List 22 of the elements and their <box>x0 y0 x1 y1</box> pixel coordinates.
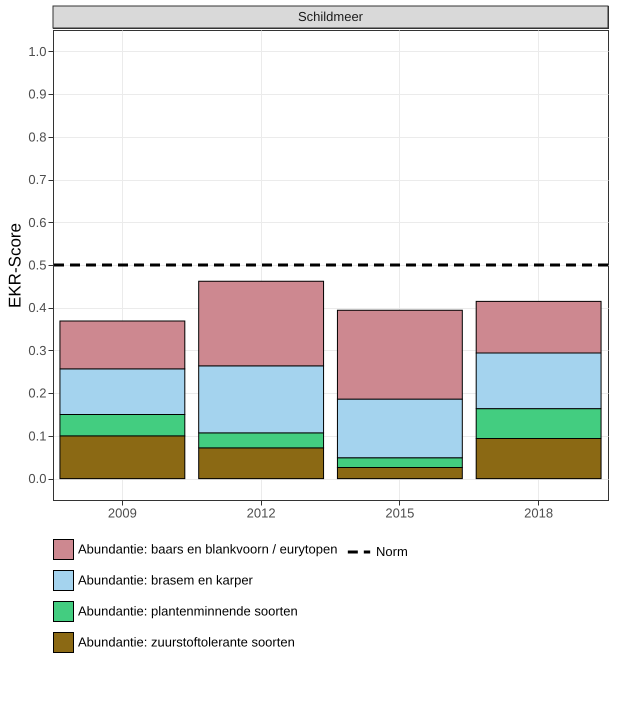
legend-label: Abundantie: plantenminnende soorten <box>78 604 298 618</box>
x-tick-label: 2018 <box>524 506 554 520</box>
y-tick-label: 0.4 <box>28 300 46 316</box>
y-tick-label: 0.1 <box>28 428 46 444</box>
legend-label: Norm <box>376 544 408 559</box>
y-tick-label: 0.0 <box>28 471 46 486</box>
chart-title: Schildmeer <box>298 9 364 24</box>
y-tick-label: 0.5 <box>28 258 46 272</box>
x-tick-label: 2012 <box>246 506 276 520</box>
y-tick-label: 0.9 <box>28 86 46 102</box>
y-tick-label: 0.7 <box>28 172 46 188</box>
y-tick-label: 0.8 <box>28 129 46 144</box>
legend-label: Abundantie: zuurstoftolerante soorten <box>78 634 295 650</box>
y-tick-label: 1.0 <box>28 44 46 59</box>
y-tick-label: 0.6 <box>28 214 46 230</box>
legend-label: Abundantie: baars en blankvoorn / eurytopen <box>78 542 338 556</box>
x-tick-label: 2015 <box>385 506 414 520</box>
x-tick-label: 2009 <box>108 506 137 520</box>
legend-label: Abundantie: brasem en karper <box>78 572 254 588</box>
y-tick-label: 0.2 <box>28 386 46 401</box>
y-axis-title: EKR-Score <box>5 222 24 308</box>
y-tick-label: 0.3 <box>28 342 46 358</box>
